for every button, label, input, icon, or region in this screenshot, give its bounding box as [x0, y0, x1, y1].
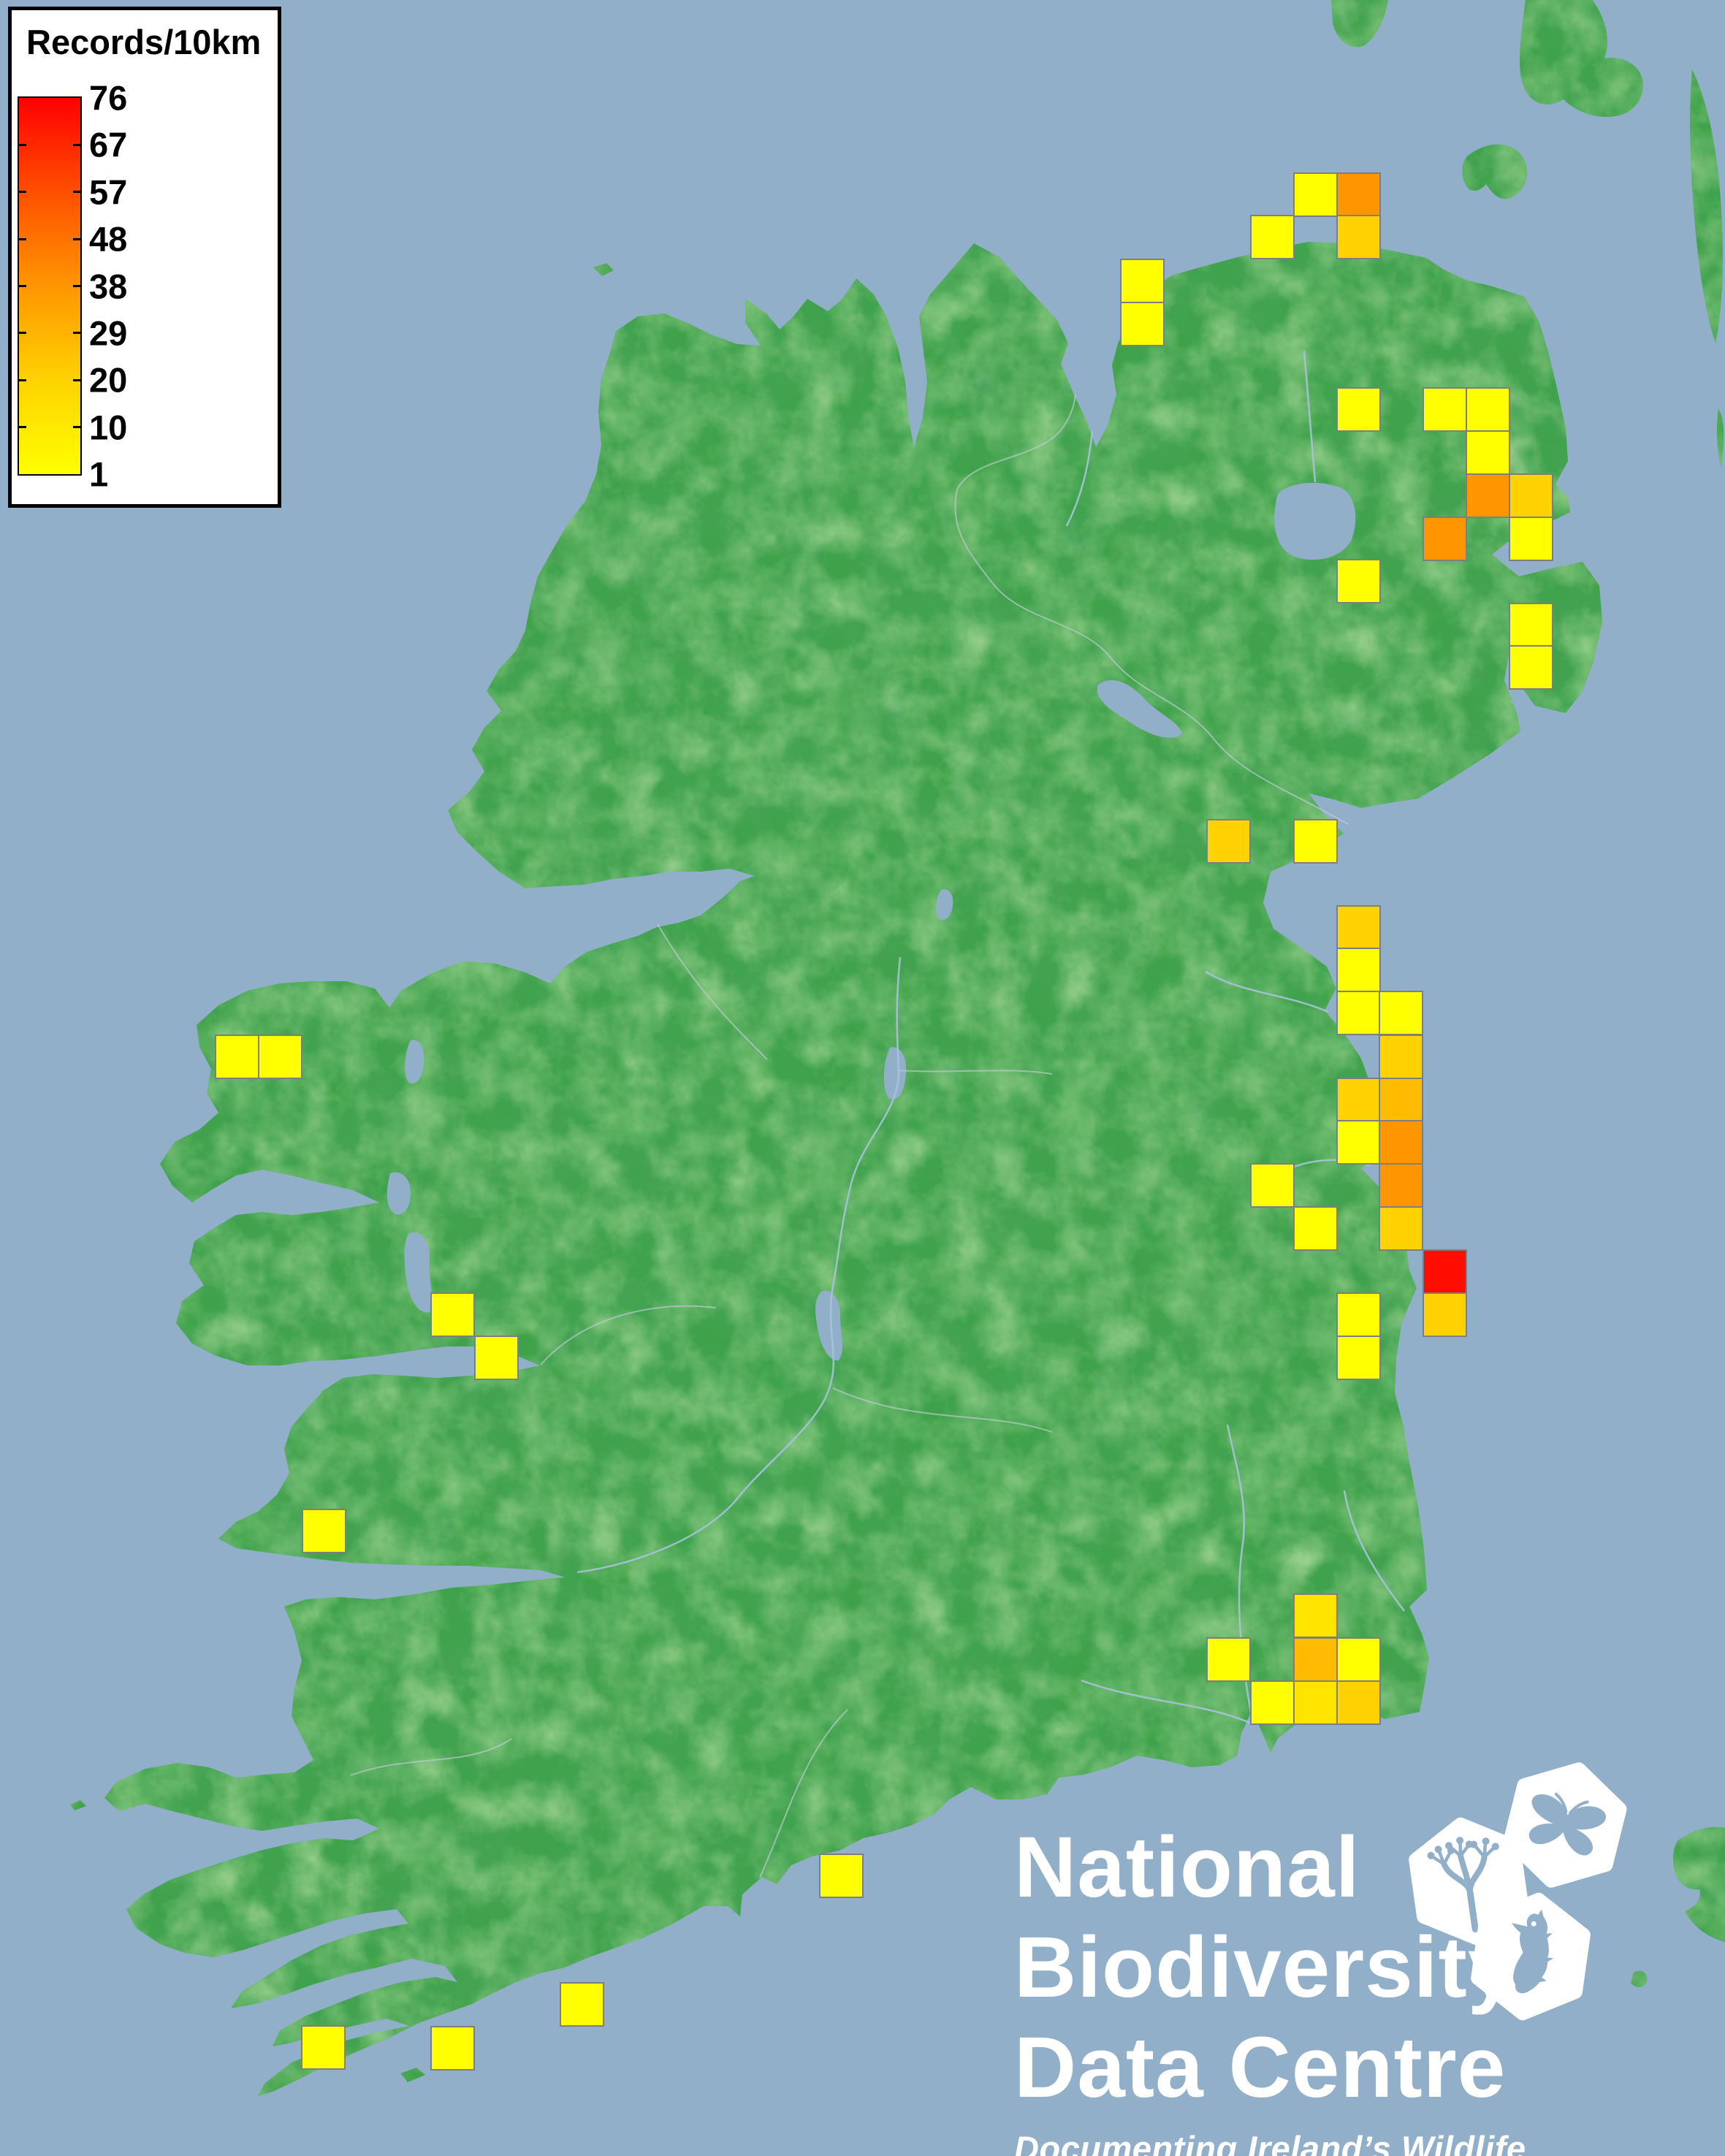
grid-square[interactable] [258, 1035, 302, 1079]
grid-square[interactable] [1206, 819, 1251, 864]
grid-square[interactable] [1336, 1680, 1381, 1725]
legend-value: 48 [89, 219, 128, 259]
grid-square[interactable] [1466, 473, 1510, 518]
grid-square[interactable] [1336, 1637, 1381, 1682]
legend-tick [73, 332, 80, 335]
lakes [386, 482, 1356, 1361]
grid-square[interactable] [1423, 1249, 1467, 1294]
grid-square[interactable] [1293, 172, 1338, 217]
legend-value: 76 [89, 78, 128, 118]
legend-value: 10 [89, 408, 128, 447]
grid-square[interactable] [1379, 1206, 1423, 1251]
grid-square[interactable] [1336, 172, 1381, 217]
grid-square[interactable] [560, 1982, 604, 2027]
grid-square[interactable] [1379, 1078, 1423, 1122]
grid-square[interactable] [1509, 603, 1553, 647]
grid-square[interactable] [1336, 991, 1381, 1035]
county-boundaries [350, 394, 1349, 1878]
grid-square[interactable] [430, 2026, 475, 2071]
legend-value: 38 [89, 267, 128, 305]
legend-value: 67 [89, 125, 128, 164]
legend-value: 57 [89, 172, 128, 212]
grid-square[interactable] [301, 2025, 346, 2070]
grid-square[interactable] [1293, 1637, 1338, 1682]
legend-value: 20 [89, 360, 128, 400]
grid-square[interactable] [1466, 430, 1510, 475]
grid-square[interactable] [1423, 1292, 1467, 1337]
grid-square[interactable] [1250, 1163, 1295, 1208]
grid-square[interactable] [1293, 1680, 1338, 1725]
grid-square[interactable] [1509, 645, 1553, 690]
grid-square[interactable] [1423, 517, 1467, 561]
grid-square[interactable] [1293, 819, 1338, 864]
grid-square[interactable] [1336, 905, 1381, 950]
legend-tick [73, 143, 80, 146]
grid-square[interactable] [1509, 517, 1553, 561]
grid-square[interactable] [1293, 1593, 1338, 1638]
legend-tick [19, 237, 26, 240]
legend-value: 1 [89, 454, 109, 494]
grid-square[interactable] [1336, 559, 1381, 603]
grid-square[interactable] [1206, 1637, 1251, 1682]
legend-tick [19, 378, 26, 381]
grid-square[interactable] [302, 1509, 346, 1553]
legend-tick [19, 191, 26, 194]
legend-tick [73, 191, 80, 194]
legend-title: Records/10km [26, 23, 262, 61]
grid-square[interactable] [1466, 387, 1510, 432]
grid-square[interactable] [1120, 302, 1165, 346]
legend-tick [73, 378, 80, 381]
grid-square[interactable] [1379, 1035, 1423, 1079]
legend-tick [73, 285, 80, 287]
grid-square[interactable] [1336, 1336, 1381, 1380]
legend-tick [19, 332, 26, 335]
legend-gradient-bar [18, 96, 82, 476]
legend-tick [73, 426, 80, 429]
grid-square[interactable] [1336, 215, 1381, 259]
legend-values: 76 67 57 48 38 29 20 10 1 [89, 81, 235, 492]
grid-square[interactable] [1336, 948, 1381, 992]
grid-square[interactable] [1379, 1163, 1423, 1208]
grid-square[interactable] [1250, 1680, 1295, 1725]
grid-square[interactable] [1336, 387, 1381, 432]
legend-tick [73, 237, 80, 240]
legend-tick [19, 143, 26, 146]
legend-panel: Records/10km 76 67 57 48 38 29 20 10 1 [8, 7, 281, 508]
grid-square[interactable] [1423, 387, 1467, 432]
grid-square[interactable] [1336, 1078, 1381, 1122]
grid-square[interactable] [1379, 1120, 1423, 1165]
grid-square[interactable] [474, 1336, 519, 1380]
legend-tick [19, 285, 26, 287]
legend-value: 29 [89, 313, 128, 353]
grid-square[interactable] [430, 1292, 475, 1337]
grid-square[interactable] [1120, 259, 1165, 303]
grid-square[interactable] [1250, 215, 1295, 259]
grid-square[interactable] [1336, 1292, 1381, 1337]
legend-tick [19, 426, 26, 429]
grid-square[interactable] [819, 1854, 864, 1898]
grid-square[interactable] [1336, 1120, 1381, 1165]
grid-square[interactable] [1509, 473, 1553, 518]
grid-square[interactable] [1379, 991, 1423, 1035]
grid-square[interactable] [215, 1035, 259, 1079]
grid-square[interactable] [1293, 1206, 1338, 1251]
